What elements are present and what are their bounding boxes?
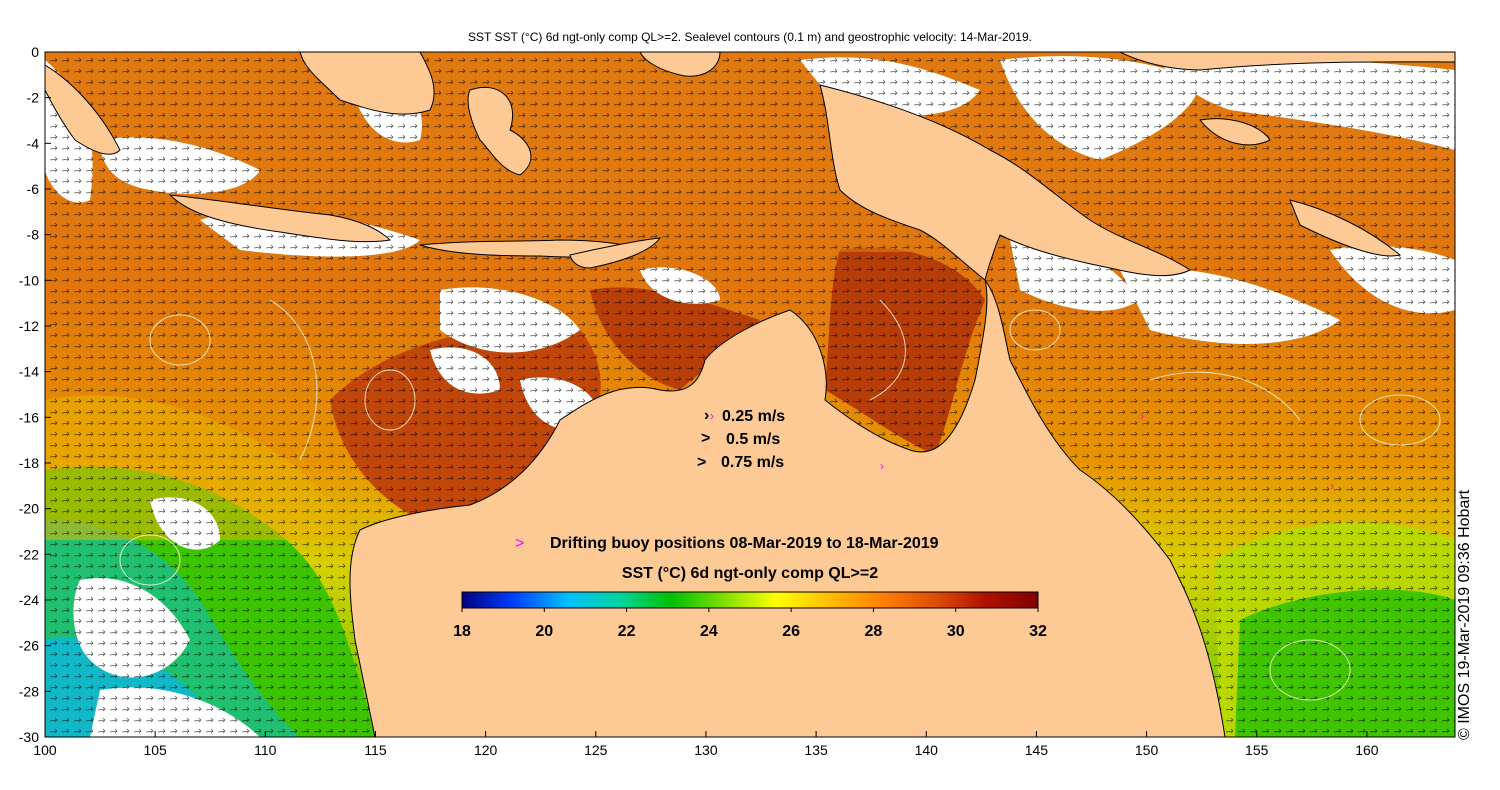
- y-tick-label: -8: [27, 227, 40, 243]
- map-plot-area: › › › ›: [45, 52, 1455, 737]
- x-tick-label: 135: [804, 742, 828, 758]
- y-tick-label: -14: [19, 364, 39, 380]
- x-tick-label: 100: [33, 742, 57, 758]
- x-axis: 100 105 110 115 120 125 130 135 140 145 150 155 160: [33, 731, 1379, 758]
- velocity-legend-label-2: 0.5 m/s: [726, 431, 780, 448]
- colorbar-tick-label: 22: [618, 623, 636, 640]
- colorbar-ticks: 18 20 22 24 26 28 30 32: [453, 608, 1047, 640]
- x-tick-label: 140: [915, 742, 939, 758]
- sealevel-contours: [119, 299, 1441, 701]
- drifting-buoys: › › › ›: [710, 409, 1334, 493]
- y-tick-label: -28: [19, 683, 39, 699]
- colorbar-tick-label: 24: [700, 623, 718, 640]
- northern-land: [1119, 52, 1455, 71]
- velocity-legend-glyph-1: ›: [704, 407, 709, 424]
- y-axis: 0 -2 -4 -6 -8 -10 -12 -14 -16 -18 -20 -22 -24 -26 -28 -…: [19, 44, 51, 745]
- y-tick-label: -16: [19, 409, 39, 425]
- y-tick-label: -18: [19, 455, 39, 471]
- velocity-legend-glyph-2: >: [701, 430, 710, 447]
- y-tick-label: -10: [19, 272, 39, 288]
- new-guinea-land: [819, 84, 1191, 281]
- buoy-legend: > Drifting buoy positions 08-Mar-2019 to…: [515, 535, 939, 552]
- velocity-legend-glyph-3: >: [697, 454, 706, 471]
- copyright-notice: © IMOS 19-Mar-2019 09:36 Hobart: [1456, 489, 1473, 740]
- velocity-legend-label-3: 0.75 m/s: [721, 454, 784, 471]
- colorbar-tick-label: 30: [947, 623, 965, 640]
- java-land: [168, 194, 392, 243]
- sumatra-land: [45, 64, 121, 155]
- sulawesi-land: [467, 86, 532, 176]
- svg-text:›: ›: [880, 459, 884, 473]
- timor-land: [569, 237, 662, 269]
- y-tick-label: -22: [19, 546, 39, 562]
- svg-text:›: ›: [1330, 479, 1334, 493]
- y-tick-label: -30: [19, 729, 39, 745]
- x-tick-label: 160: [1355, 742, 1379, 758]
- australia-land: [349, 279, 1226, 737]
- x-tick-label: 145: [1025, 742, 1049, 758]
- colorbar-tick-label: 26: [782, 623, 800, 640]
- y-tick-label: 0: [31, 44, 39, 60]
- plot-frame: [44, 51, 1456, 738]
- velocity-legend-label-1: 0.25 m/s: [722, 408, 785, 425]
- x-tick-label: 130: [694, 742, 718, 758]
- y-tick-label: -24: [19, 592, 39, 608]
- colorbar-gradient: [461, 591, 1039, 609]
- y-tick-label: -12: [19, 318, 39, 334]
- land-masses: [45, 52, 1455, 737]
- y-tick-label: -20: [19, 501, 39, 517]
- halmahera-land: [639, 52, 721, 77]
- x-tick-label: 105: [143, 742, 167, 758]
- x-tick-label: 110: [254, 742, 277, 758]
- colorbar: SST (°C) 6d ngt-only comp QL>=2 18 20 22 24…: [453, 565, 1047, 640]
- svg-text:›: ›: [1140, 409, 1144, 423]
- buoy-legend-glyph: >: [515, 535, 524, 552]
- colorbar-tick-label: 32: [1029, 623, 1047, 640]
- colorbar-tick-label: 18: [453, 623, 471, 640]
- borneo-land: [299, 52, 435, 115]
- x-tick-label: 115: [364, 742, 387, 758]
- solomon-land: [1289, 199, 1402, 257]
- x-tick-label: 125: [584, 742, 608, 758]
- y-tick-label: -6: [27, 181, 40, 197]
- colorbar-tick-label: 28: [865, 623, 883, 640]
- velocity-legend: › 0.25 m/s > 0.5 m/s > 0.75 m/s: [697, 407, 785, 471]
- new-britain-land: [1199, 118, 1271, 146]
- buoy-legend-label: Drifting buoy positions 08-Mar-2019 to 1…: [550, 535, 939, 552]
- colorbar-title: SST (°C) 6d ngt-only comp QL>=2: [622, 565, 878, 582]
- x-tick-label: 150: [1135, 742, 1159, 758]
- x-tick-label: 155: [1245, 742, 1269, 758]
- y-tick-label: -2: [27, 90, 40, 106]
- svg-text:›: ›: [710, 409, 714, 423]
- map-title: SST SST (°C) 6d ngt-only comp QL>=2. Sea…: [468, 30, 1032, 44]
- y-tick-label: -26: [19, 638, 39, 654]
- colorbar-tick-label: 20: [535, 623, 553, 640]
- x-tick-label: 120: [474, 742, 498, 758]
- y-tick-label: -4: [27, 135, 40, 151]
